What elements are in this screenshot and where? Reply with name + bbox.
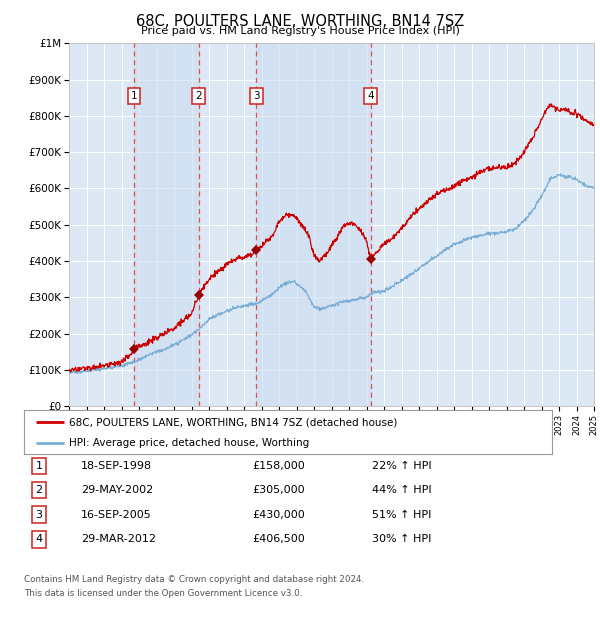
Text: 2: 2 — [196, 91, 202, 101]
Text: £406,500: £406,500 — [252, 534, 305, 544]
Text: £158,000: £158,000 — [252, 461, 305, 471]
Text: 68C, POULTERS LANE, WORTHING, BN14 7SZ: 68C, POULTERS LANE, WORTHING, BN14 7SZ — [136, 14, 464, 29]
Bar — [134, 43, 199, 406]
Text: 2: 2 — [35, 485, 43, 495]
Text: 16-SEP-2005: 16-SEP-2005 — [81, 510, 152, 520]
Text: 44% ↑ HPI: 44% ↑ HPI — [372, 485, 431, 495]
Text: 30% ↑ HPI: 30% ↑ HPI — [372, 534, 431, 544]
Text: 22% ↑ HPI: 22% ↑ HPI — [372, 461, 431, 471]
Text: £305,000: £305,000 — [252, 485, 305, 495]
Text: Price paid vs. HM Land Registry's House Price Index (HPI): Price paid vs. HM Land Registry's House … — [140, 26, 460, 36]
Text: HPI: Average price, detached house, Worthing: HPI: Average price, detached house, Wort… — [69, 438, 309, 448]
Text: 4: 4 — [35, 534, 43, 544]
Text: 18-SEP-1998: 18-SEP-1998 — [81, 461, 152, 471]
Text: 1: 1 — [131, 91, 137, 101]
Text: 3: 3 — [253, 91, 260, 101]
Text: 29-MAY-2002: 29-MAY-2002 — [81, 485, 153, 495]
Text: 4: 4 — [367, 91, 374, 101]
Text: Contains HM Land Registry data © Crown copyright and database right 2024.: Contains HM Land Registry data © Crown c… — [24, 575, 364, 584]
Text: 3: 3 — [35, 510, 43, 520]
Text: 1: 1 — [35, 461, 43, 471]
Text: 68C, POULTERS LANE, WORTHING, BN14 7SZ (detached house): 68C, POULTERS LANE, WORTHING, BN14 7SZ (… — [69, 417, 397, 427]
Text: This data is licensed under the Open Government Licence v3.0.: This data is licensed under the Open Gov… — [24, 588, 302, 598]
Bar — [256, 43, 371, 406]
Text: 51% ↑ HPI: 51% ↑ HPI — [372, 510, 431, 520]
Text: 29-MAR-2012: 29-MAR-2012 — [81, 534, 156, 544]
Text: £430,000: £430,000 — [252, 510, 305, 520]
